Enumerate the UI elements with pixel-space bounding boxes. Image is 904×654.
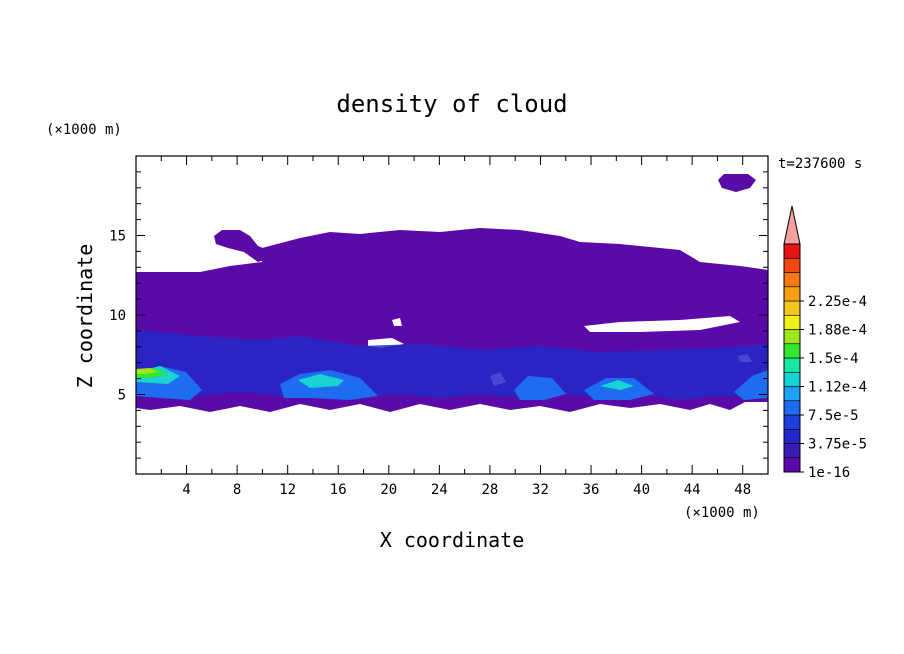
colorbar-extend-arrow [783,205,801,245]
cloud-patch-upper-left [214,230,270,262]
colorbar-swatch [783,371,801,387]
x-tick-label: 40 [633,482,650,498]
colorbar-label: 7.5e-5 [808,408,859,424]
x-tick-label: 24 [431,482,448,498]
y-axis-ticks: 5 10 15 [109,171,768,459]
colorbar-swatch [783,329,801,345]
colorbar-swatch [783,428,801,444]
y-tick-label: 15 [109,229,126,245]
x-tick-label: 48 [734,482,751,498]
colorbar-swatch [783,400,801,416]
colorbar-swatch [783,286,801,302]
x-tick-label: 16 [330,482,347,498]
x-tick-label: 28 [481,482,498,498]
colorbar-swatch [783,243,801,259]
colorbar-swatch [783,343,801,359]
time-label: t=237600 s [778,156,862,172]
y-axis-label: Z coordinate [73,244,97,389]
cloud-core-level-3 [136,368,158,374]
colorbar-swatch [783,386,801,402]
colorbar-swatch [783,314,801,330]
cloud-cell-level-3 [298,374,344,388]
x-tick-label: 36 [583,482,600,498]
colorbar-label: 1.88e-4 [808,323,867,339]
x-tick-label: 32 [532,482,549,498]
x-tick-label: 8 [233,482,241,498]
clear-gap [392,318,402,326]
x-unit-label: (×1000 m) [684,505,760,521]
clear-gap [584,316,740,332]
colorbar-label: 1.5e-4 [808,351,859,367]
chart-title: density of cloud [336,90,567,118]
plot-area [136,174,768,412]
x-axis-label: X coordinate [380,528,525,552]
x-tick-label: 20 [380,482,397,498]
cloud-cell-level-2 [734,370,768,400]
y-tick-label: 5 [118,388,126,404]
colorbar-label: 1.12e-4 [808,380,867,396]
x-tick-label: 12 [279,482,296,498]
colorbar-label: 1e-16 [808,465,850,481]
colorbar-swatch [783,414,801,430]
colorbar-swatch [783,443,801,459]
colorbar-swatch [783,257,801,273]
cloud-cell-level-3 [600,380,634,390]
cloud-isolated [718,174,756,192]
y-tick-label: 10 [109,308,126,324]
colorbar-swatch [783,272,801,288]
cloud-cell-level-2 [514,376,566,400]
colorbar-swatch [783,457,801,473]
colorbar-label: 3.75e-5 [808,437,867,453]
colorbar-swatch [783,300,801,316]
colorbar-swatch [783,357,801,373]
x-tick-label: 44 [684,482,701,498]
colorbar-label: 2.25e-4 [808,294,867,310]
y-unit-label: (×1000 m) [46,122,122,138]
x-axis-ticks: 4 8 12 16 20 24 28 32 36 40 44 48 [160,156,751,498]
colorbar: 1e-16 3.75e-5 7.5e-5 1.12e-4 1.5e-4 1.88e-4 2.… [783,205,867,481]
x-tick-label: 4 [182,482,190,498]
